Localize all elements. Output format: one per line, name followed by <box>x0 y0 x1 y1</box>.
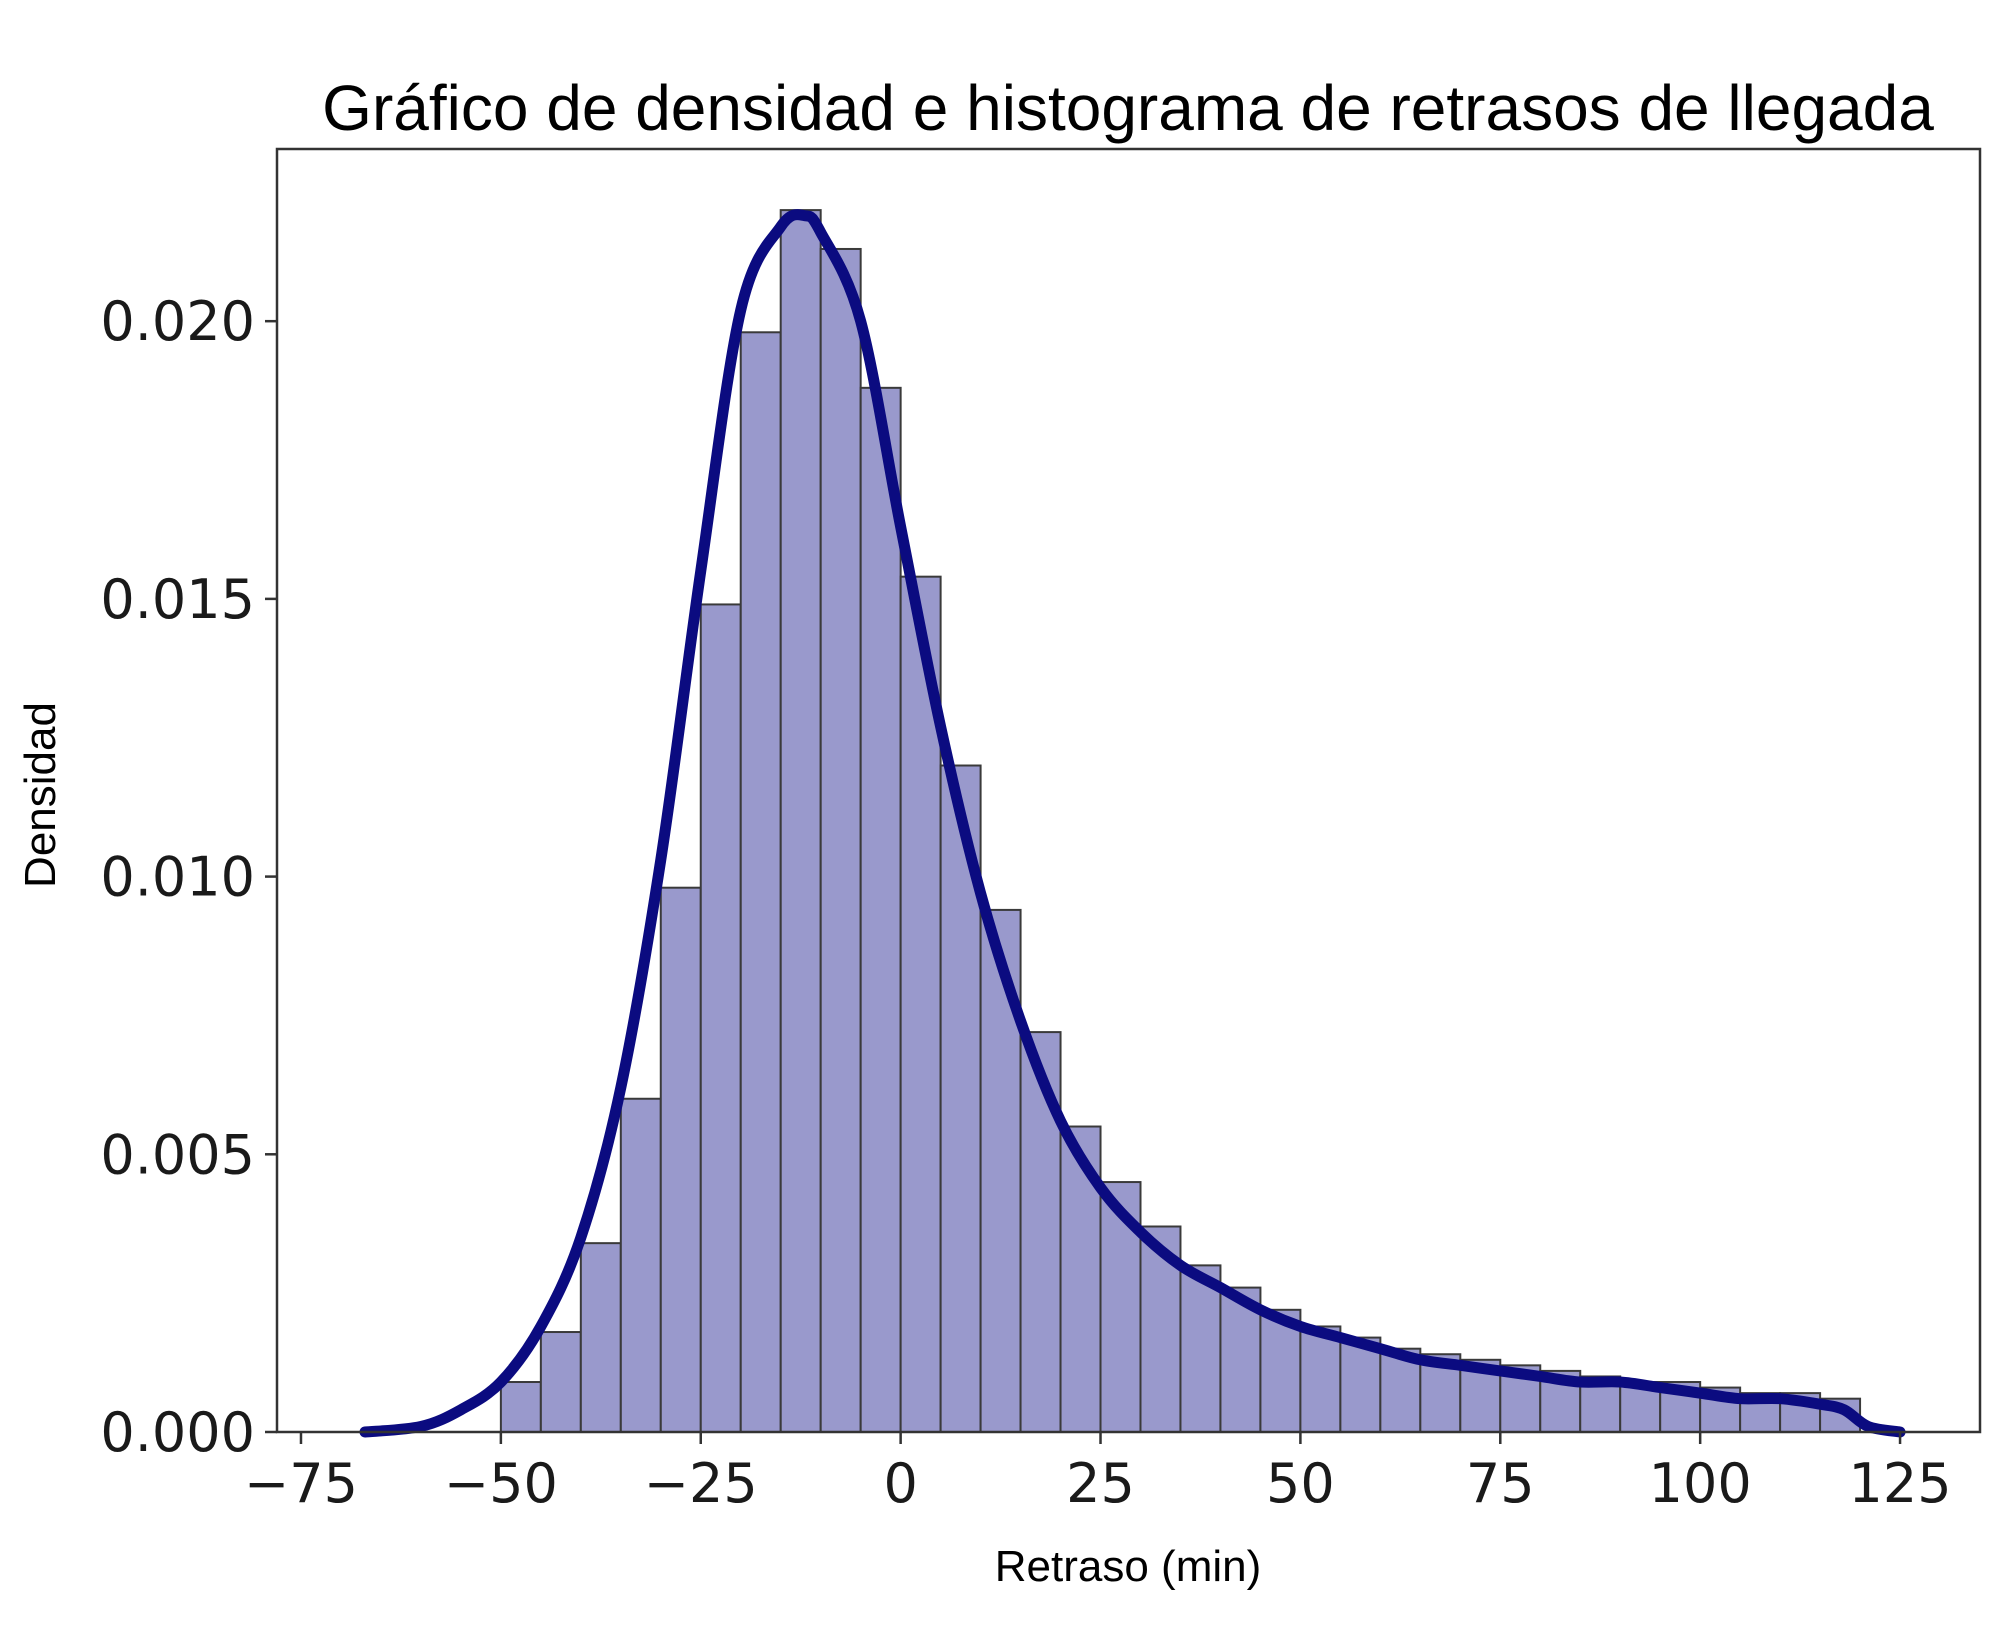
histogram-bar <box>1339 1336 1382 1433</box>
y-tick-label: 0.020 <box>100 290 255 353</box>
histogram-bar <box>1299 1325 1342 1433</box>
x-tick-label: 25 <box>1066 1452 1135 1515</box>
x-tick-label: 125 <box>1849 1452 1952 1515</box>
x-tick-label: −25 <box>644 1452 758 1515</box>
histogram-bar <box>659 886 702 1433</box>
plot-frame <box>275 147 1982 1434</box>
x-tick-label: 50 <box>1266 1452 1335 1515</box>
chart-title: Gráfico de densidad e histograma de retr… <box>322 72 1934 144</box>
x-tick-label: 100 <box>1649 1452 1752 1515</box>
histogram-bar <box>499 1381 542 1434</box>
histogram-bar <box>539 1331 582 1434</box>
x-tick-label: −75 <box>244 1452 358 1515</box>
histogram-bar <box>699 603 742 1433</box>
x-tick-label: 75 <box>1466 1452 1535 1515</box>
x-axis-label: Retraso (min) <box>995 1542 1262 1591</box>
histogram-bar <box>819 247 862 1434</box>
y-tick-label: 0.005 <box>100 1123 255 1186</box>
y-tick-label: 0.015 <box>100 568 255 631</box>
histogram-bar <box>579 1242 622 1434</box>
x-axis-ticks: −75 −50 −25 0 25 50 75 100 125 <box>244 1432 1952 1515</box>
histogram-bars <box>499 209 1862 1434</box>
histogram-bar <box>779 209 822 1434</box>
histogram-bar <box>1019 1031 1062 1433</box>
x-tick-label: −50 <box>444 1452 558 1515</box>
kde-density-line <box>359 209 1906 1438</box>
y-tick-label: 0.000 <box>100 1401 255 1464</box>
histogram-bar <box>739 331 782 1433</box>
y-tick-label: 0.010 <box>100 846 255 909</box>
x-tick-label: 0 <box>883 1452 917 1515</box>
histogram-bar <box>619 1097 662 1433</box>
y-axis-label: Densidad <box>16 702 65 888</box>
histogram-bar <box>859 386 902 1434</box>
y-axis-ticks: 0.000 0.005 0.010 0.015 0.020 <box>100 290 277 1464</box>
